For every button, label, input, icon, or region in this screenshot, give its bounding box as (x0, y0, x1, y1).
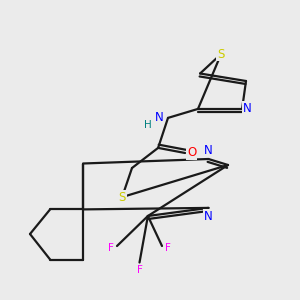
Text: H: H (144, 119, 152, 130)
Text: O: O (187, 146, 196, 160)
Text: N: N (243, 102, 252, 116)
Text: N: N (204, 143, 213, 157)
Text: F: F (165, 243, 171, 254)
Text: S: S (118, 190, 126, 204)
Text: F: F (108, 243, 114, 254)
Text: S: S (218, 47, 225, 61)
Text: N: N (154, 111, 164, 124)
Text: N: N (204, 210, 213, 224)
Text: F: F (136, 265, 142, 275)
